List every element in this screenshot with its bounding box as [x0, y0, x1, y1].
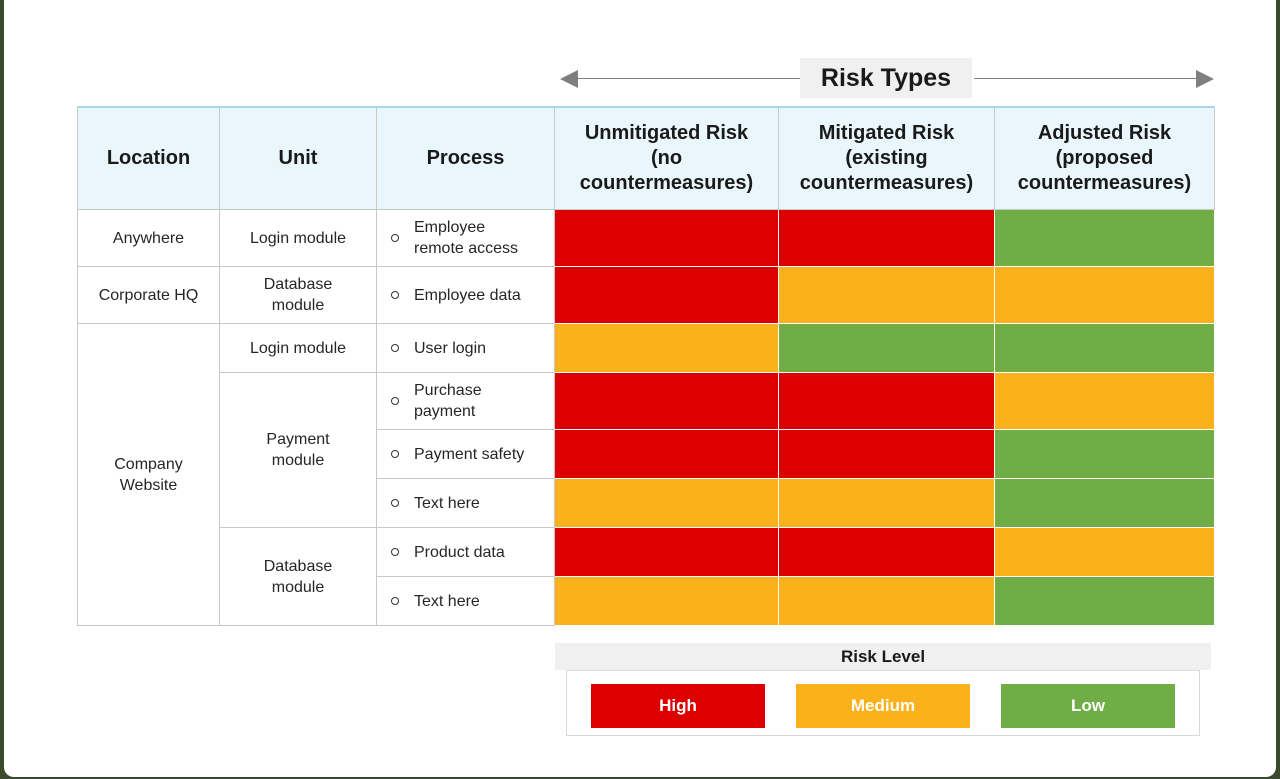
risk-cell: [554, 429, 779, 479]
legend-high: High: [591, 684, 765, 728]
legend-title: Risk Level: [555, 643, 1211, 670]
process-cell: Payment safety: [376, 429, 555, 479]
table-row: Anywhere Login module Employee remote acc…: [77, 209, 1215, 267]
slide: Risk Types Location Unit Process Unmitig…: [4, 0, 1276, 777]
header-adjusted-risk: Adjusted Risk (proposed countermeasures): [994, 106, 1215, 210]
bullet-icon: [391, 234, 399, 242]
header-row: Location Unit Process Unmitigated Risk (…: [77, 106, 1215, 210]
risk-table: Location Unit Process Unmitigated Risk (…: [77, 106, 1215, 626]
table-row: Payment module Purchase payment: [78, 372, 1215, 528]
table-row: Corporate HQ Database module Employee dat…: [77, 266, 1215, 324]
bullet-icon: [391, 499, 399, 507]
arrow-right-icon: [1196, 70, 1214, 88]
risk-cell: [994, 576, 1215, 626]
bullet-icon: [391, 397, 399, 405]
risk-cell: [778, 323, 995, 373]
header-unmitigated-risk: Unmitigated Risk (no countermeasures): [554, 106, 779, 210]
risk-cell: [778, 576, 995, 626]
risk-cell: [778, 478, 995, 528]
process-cell: User login: [376, 323, 555, 373]
arrow-left-icon: [560, 70, 578, 88]
risk-cell: [994, 372, 1215, 430]
risk-cell: [994, 429, 1215, 479]
arrow-line-right: [974, 78, 1198, 79]
risk-cell: [554, 266, 779, 324]
table-row: Company Website Login module User login: [77, 323, 1215, 626]
risk-types-title: Risk Types: [800, 58, 972, 98]
legend-low: Low: [1001, 684, 1175, 728]
location-cell: Company Website: [77, 323, 220, 626]
header-unit: Unit: [219, 106, 377, 210]
risk-cell: [554, 209, 779, 267]
process-cell: Purchase payment: [376, 372, 555, 430]
bullet-icon: [391, 450, 399, 458]
risk-cell: [554, 576, 779, 626]
table-row: Payment safety: [78, 429, 1215, 479]
risk-cell: [778, 372, 995, 430]
risk-types-header: Risk Types: [560, 58, 1214, 98]
bullet-icon: [391, 291, 399, 299]
risk-cell: [994, 323, 1215, 373]
table-row: Text here: [78, 576, 1215, 626]
unit-cell: Login module: [219, 323, 377, 373]
risk-cell: [778, 429, 995, 479]
risk-level-legend: Risk Level High Medium Low: [555, 643, 1211, 736]
table-row: Database module Product data: [78, 527, 1215, 626]
process-cell: Product data: [376, 527, 555, 577]
risk-cell: [994, 527, 1215, 577]
unit-cell: Database module: [219, 527, 377, 626]
risk-cell: [554, 323, 779, 373]
location-cell: Corporate HQ: [77, 266, 220, 324]
bullet-icon: [391, 344, 399, 352]
location-cell: Anywhere: [77, 209, 220, 267]
header-process: Process: [376, 106, 555, 210]
legend-medium: Medium: [796, 684, 970, 728]
process-cell: Text here: [376, 478, 555, 528]
risk-cell: [994, 209, 1215, 267]
risk-cell: [554, 527, 779, 577]
header-location: Location: [77, 106, 220, 210]
risk-cell: [994, 478, 1215, 528]
risk-cell: [554, 478, 779, 528]
process-cell: Employee data: [376, 266, 555, 324]
risk-cell: [778, 209, 995, 267]
process-cell: Text here: [376, 576, 555, 626]
bullet-icon: [391, 597, 399, 605]
legend-box: High Medium Low: [566, 670, 1200, 736]
risk-cell: [778, 527, 995, 577]
unit-cell: Payment module: [219, 372, 377, 528]
header-mitigated-risk: Mitigated Risk (existing countermeasures…: [778, 106, 995, 210]
unit-cell: Database module: [219, 266, 377, 324]
arrow-line-left: [574, 78, 800, 79]
risk-cell: [554, 372, 779, 430]
risk-cell: [994, 266, 1215, 324]
unit-cell: Login module: [219, 209, 377, 267]
risk-cell: [778, 266, 995, 324]
bullet-icon: [391, 548, 399, 556]
process-cell: Employee remote access: [376, 209, 555, 267]
table-row: Text here: [78, 478, 1215, 528]
